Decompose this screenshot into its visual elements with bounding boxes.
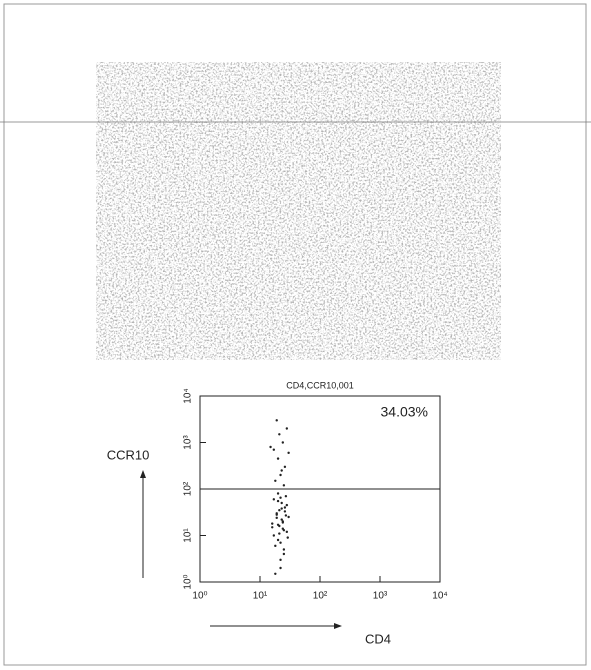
cell-dot (276, 523, 280, 526)
cell-dot (280, 501, 283, 505)
cell-dot (275, 516, 278, 520)
x-arrowhead (334, 623, 342, 629)
x-axis-label: CD4 (365, 631, 391, 646)
cell-dot (285, 427, 289, 430)
x-tick-label: 10² (313, 591, 328, 602)
y-tick-label: 10³ (183, 435, 194, 450)
cell-dot (285, 503, 289, 507)
cell-dot (284, 514, 288, 517)
y-tick-label: 10² (183, 481, 194, 496)
cell-dot (282, 552, 286, 556)
cell-dot (278, 509, 281, 512)
y-axis-label: CCR10 (107, 447, 150, 462)
cell-dot (275, 419, 278, 422)
cell-dot (282, 548, 286, 551)
cell-dot (285, 530, 289, 534)
cell-dot (284, 495, 288, 498)
plot-title: CD4,CCR10,001 (286, 380, 354, 390)
cell-dot (269, 445, 272, 449)
cell-dot (272, 534, 276, 537)
cell-dot (281, 521, 285, 524)
cell-dot (276, 499, 280, 503)
cell-dot (274, 544, 277, 548)
cell-dot (286, 536, 289, 539)
micrograph (96, 62, 501, 360)
cell-dot (287, 515, 290, 519)
cell-dot (278, 433, 281, 436)
cell-dot (271, 522, 274, 525)
cell-dot (276, 538, 280, 542)
y-arrowhead (140, 470, 146, 478)
cell-dot (280, 507, 283, 510)
cell-dot (272, 498, 276, 501)
cell-dot (282, 529, 286, 532)
gate-percent: 34.03% (381, 404, 428, 420)
cell-dot (275, 513, 278, 516)
y-tick-label: 10⁰ (183, 574, 194, 589)
cell-dot (276, 492, 280, 495)
x-tick-label: 10¹ (253, 591, 268, 602)
cell-dot (279, 558, 282, 562)
cell-dot (276, 457, 280, 460)
cell-dot (281, 441, 285, 444)
cell-dot (272, 448, 276, 451)
x-tick-label: 10³ (373, 591, 388, 602)
cell-dot (283, 506, 287, 509)
y-tick-label: 10¹ (183, 528, 194, 543)
y-tick-label: 10⁴ (183, 388, 194, 403)
cell-dot (279, 496, 282, 499)
cell-dot (280, 469, 283, 472)
cell-dot (278, 532, 281, 535)
x-tick-label: 10⁴ (432, 591, 447, 602)
cell-dot (283, 465, 287, 469)
cell-dot (279, 473, 282, 477)
cell-dot (279, 566, 282, 570)
frame (3, 3, 587, 666)
x-tick-label: 10⁰ (192, 591, 207, 602)
cell-dot (274, 479, 277, 483)
cell-dot (274, 572, 277, 576)
cell-dot (279, 541, 282, 544)
cell-dot (271, 526, 274, 529)
cell-dot (287, 451, 290, 455)
cell-dot (282, 484, 286, 487)
cell-dot (280, 518, 283, 521)
cell-dot (283, 510, 287, 513)
